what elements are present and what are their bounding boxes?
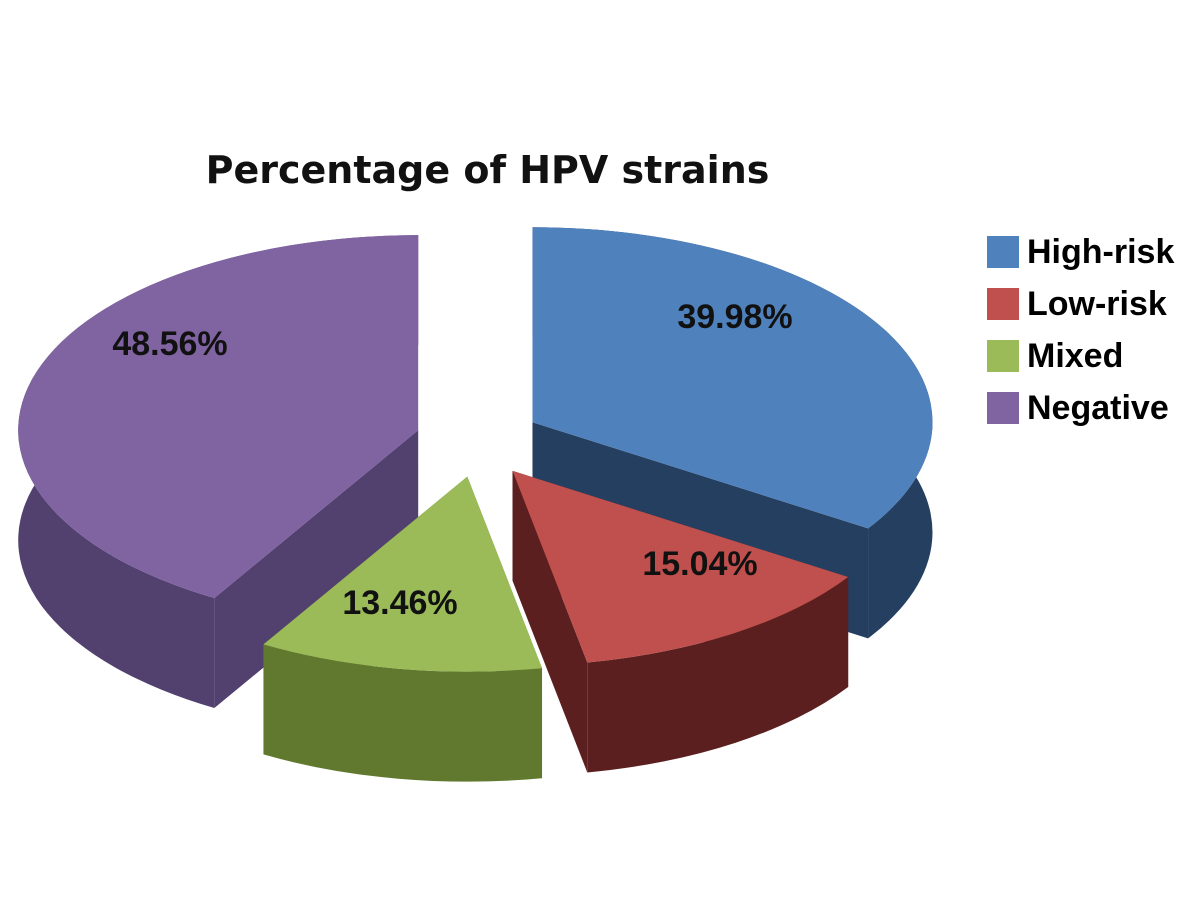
legend-swatch — [987, 236, 1019, 268]
legend-item-mixed: Mixed — [987, 330, 1174, 382]
data-label-high-risk: 39.98% — [677, 298, 792, 336]
legend-item-high-risk: High-risk — [987, 226, 1174, 278]
legend-item-low-risk: Low-risk — [987, 278, 1174, 330]
legend-label: High-risk — [1027, 232, 1175, 271]
legend-item-negative: Negative — [987, 382, 1174, 434]
slice-top-mixed — [263, 476, 543, 672]
slice-side-low-risk — [587, 577, 849, 773]
slice-top-high-risk — [532, 227, 933, 529]
legend-label: Negative — [1027, 388, 1169, 427]
chart-title: Percentage of HPV strains — [205, 148, 770, 192]
data-label-negative: 48.56% — [112, 325, 227, 363]
slice-top-low-risk — [512, 470, 849, 663]
slice-top-negative — [18, 235, 419, 598]
slice-low-risk — [512, 470, 849, 773]
slice-wall-negative — [214, 430, 419, 708]
data-label-low-risk: 15.04% — [642, 545, 757, 583]
legend-label: Mixed — [1027, 336, 1124, 375]
legend: High-risk Low-risk Mixed Negative — [987, 226, 1174, 434]
slice-side-mixed — [263, 644, 543, 782]
legend-label: Low-risk — [1027, 284, 1167, 323]
legend-swatch — [987, 288, 1019, 320]
legend-swatch — [987, 392, 1019, 424]
slice-negative — [18, 235, 419, 708]
slice-mixed — [263, 476, 543, 782]
data-label-mixed: 13.46% — [342, 584, 457, 622]
legend-swatch — [987, 340, 1019, 372]
slice-wall-low-risk — [512, 470, 588, 773]
